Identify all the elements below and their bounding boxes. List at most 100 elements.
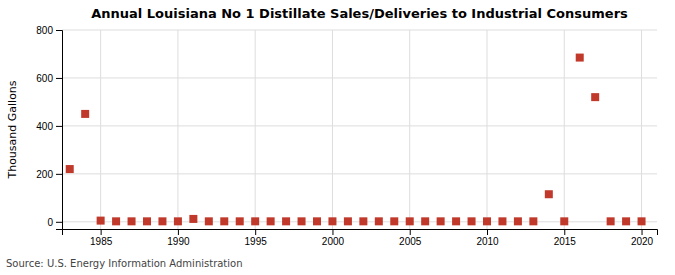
point [158, 217, 166, 225]
x-tick-label: 2010 [476, 236, 499, 247]
y-axis-title: Thousand Gallons [6, 80, 19, 179]
point [375, 217, 383, 225]
point [267, 217, 275, 225]
x-grid-line [177, 30, 178, 229]
y-tick: 400 [36, 121, 62, 132]
point [112, 217, 120, 225]
x-tick: 1985 [90, 229, 113, 247]
y-tick-label: 200 [36, 169, 53, 180]
point [344, 217, 352, 225]
point [189, 215, 197, 223]
x-tick-mark [410, 229, 411, 235]
point [638, 217, 646, 225]
point [97, 217, 105, 225]
x-axis-line [63, 230, 658, 236]
x-tick-mark [255, 229, 256, 235]
x-tick-mark [642, 229, 643, 235]
grid [62, 30, 657, 229]
point [607, 217, 615, 225]
x-tick: 2000 [322, 229, 345, 247]
x-tick: 1990 [167, 229, 190, 247]
x-tick: 2015 [554, 229, 577, 247]
y-axis: 0 200 400 600 800 [36, 25, 62, 230]
point [251, 217, 259, 225]
point [328, 217, 336, 225]
y-grid-line [62, 173, 657, 174]
marks [66, 54, 646, 226]
plot-area: 1985 1990 1995 2000 2005 2010 2015 2020 0 200 400 6… [36, 25, 657, 247]
x-tick-label: 2015 [554, 236, 577, 247]
x-grid-line [641, 30, 642, 229]
point [313, 217, 321, 225]
y-tick-label: 400 [36, 121, 53, 132]
y-tick: 200 [36, 169, 62, 180]
point [468, 217, 476, 225]
x-tick-label: 2020 [631, 236, 654, 247]
point [437, 217, 445, 225]
x-tick-label: 2000 [322, 236, 345, 247]
point [174, 217, 182, 225]
annotation: Source: U.S. Energy Information Administ… [6, 258, 243, 269]
x-grid-line [564, 30, 565, 229]
x-tick-label: 1995 [245, 236, 268, 247]
point [298, 217, 306, 225]
y-axis-line [56, 31, 63, 230]
x-tick-mark [332, 229, 333, 235]
point [576, 54, 584, 62]
point [220, 217, 228, 225]
y-tick: 600 [36, 73, 62, 84]
point [452, 217, 460, 225]
point [205, 217, 213, 225]
x-grid-line [332, 30, 333, 229]
point [143, 217, 151, 225]
point [560, 217, 568, 225]
point [282, 217, 290, 225]
x-grid-line [100, 30, 101, 229]
x-tick: 2010 [476, 229, 499, 247]
point [498, 217, 506, 225]
x-tick-label: 1985 [90, 236, 113, 247]
x-grid-line [487, 30, 488, 229]
y-grid-line [62, 125, 657, 126]
x-tick-label: 2005 [399, 236, 422, 247]
y-tick-mark [56, 174, 62, 175]
point [359, 217, 367, 225]
x-grid-line [255, 30, 256, 229]
point [406, 217, 414, 225]
x-tick-mark [101, 229, 102, 235]
y-tick-label: 0 [47, 217, 53, 228]
x-tick: 1995 [245, 229, 268, 247]
point [236, 217, 244, 225]
x-axis: 1985 1990 1995 2000 2005 2010 2015 2020 [63, 229, 658, 247]
y-tick-label: 600 [36, 73, 53, 84]
x-tick-mark [178, 229, 179, 235]
point [421, 217, 429, 225]
chart: 1985 1990 1995 2000 2005 2010 2015 2020 0 200 400 6… [0, 0, 675, 275]
y-tick-label: 800 [36, 25, 53, 36]
x-tick-mark [487, 229, 488, 235]
x-grid-line [409, 30, 410, 229]
y-tick: 800 [36, 25, 62, 36]
point [483, 217, 491, 225]
point [529, 217, 537, 225]
x-tick-mark [564, 229, 565, 235]
y-tick-mark [56, 222, 62, 223]
x-tick: 2020 [631, 229, 654, 247]
y-tick: 0 [47, 217, 62, 228]
x-tick-label: 1990 [167, 236, 190, 247]
point [545, 190, 553, 198]
y-grid-line [62, 30, 657, 31]
point [514, 217, 522, 225]
point [81, 110, 89, 118]
x-tick: 2005 [399, 229, 422, 247]
point [128, 217, 136, 225]
point [66, 165, 74, 173]
y-tick-mark [56, 30, 62, 31]
point [390, 217, 398, 225]
point [622, 217, 630, 225]
point [591, 93, 599, 101]
title: Annual Louisiana No 1 Distillate Sales/D… [91, 6, 628, 21]
y-tick-mark [56, 78, 62, 79]
y-grid-line [62, 77, 657, 78]
y-tick-mark [56, 126, 62, 127]
